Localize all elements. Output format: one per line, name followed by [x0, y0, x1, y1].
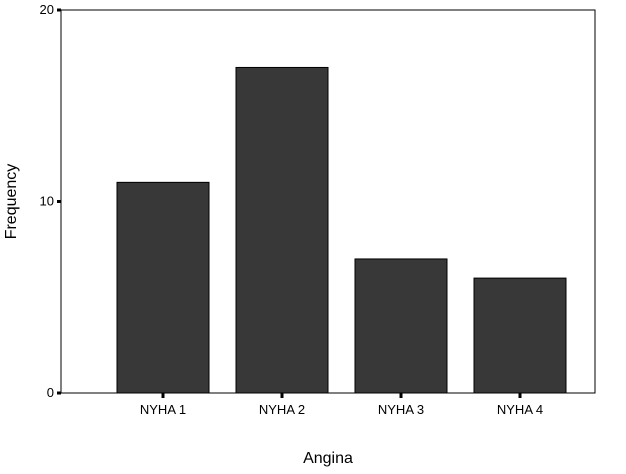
- bar-nyha-1: [116, 181, 210, 394]
- bar-nyha-3: [354, 258, 448, 394]
- x-tick-label: NYHA 1: [140, 402, 186, 417]
- y-tick-label: 10: [40, 194, 54, 209]
- y-tick-label: 20: [40, 2, 54, 17]
- bar-nyha-2: [235, 66, 329, 394]
- bars: [116, 66, 567, 394]
- x-tick-label: NYHA 2: [259, 402, 305, 417]
- x-axis-title: Angina: [303, 450, 353, 467]
- x-tick-label: NYHA 4: [497, 402, 543, 417]
- y-tick-label: 0: [47, 385, 54, 400]
- y-axis: 0 10 20: [40, 2, 61, 400]
- y-axis-title: Frequency: [3, 164, 20, 240]
- bar-nyha-4: [473, 277, 567, 394]
- x-axis: NYHA 1 NYHA 2 NYHA 3 NYHA 4: [140, 393, 543, 417]
- x-tick-label: NYHA 3: [378, 402, 424, 417]
